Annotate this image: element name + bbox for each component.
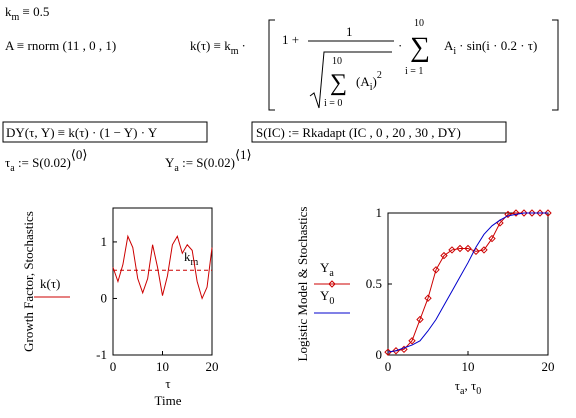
t: i = 1 [405,66,423,77]
label-part: 0 [476,386,481,397]
t: i = 0 [324,98,342,109]
t: ∑ [410,32,430,63]
formula-a: A ≡ rnorm (11 , 0 , 1) [5,38,116,53]
t: a [10,163,15,174]
formula-k: k(τ) ≡ km · 1 + 1 10 ∑ i = 0 (Ai)2 · 10 ∑… [190,18,559,111]
label-part: Y [320,260,330,275]
label-part: , τ [464,378,476,393]
t: 10 [332,56,342,67]
marker [456,244,464,253]
t: (Ai)2 [356,70,382,93]
t: a [174,163,179,174]
label-part: k(τ) [40,276,60,291]
t: i [453,46,456,57]
y-tick-label: 0.5 [366,276,382,291]
marker [464,244,472,253]
t: 10 [414,18,424,29]
label-part: τ [455,378,460,393]
label-part: k [184,249,191,264]
label-part: a [329,268,334,279]
box [251,121,507,143]
marker [536,209,544,217]
formula-dy: DY(τ, Y) ≡ k(τ) · (1 − Y) · Y [6,125,158,140]
sqrt [309,51,392,109]
t: · [398,38,402,53]
t: Ai · sin(i · 0.2 · τ) [444,38,537,57]
x-tick-label: 10 [156,359,169,374]
t: m [231,46,239,57]
marker [440,251,448,260]
label-part: Y [320,288,330,303]
marker [432,266,440,274]
legend-marker [328,280,336,288]
label-part: 0 [329,296,334,307]
y-tick-label: 1 [376,205,383,220]
t: k(τ) ≡ k [190,38,231,53]
label-part: a [460,386,465,397]
marker [480,246,488,254]
x-tick-label: 0 [385,359,392,374]
t: m [12,12,20,23]
t: := S(0.02) [179,155,235,170]
series-line [387,212,548,353]
t: i [370,82,373,93]
t: k(τ) ≡ km · [190,38,246,57]
marker [520,209,528,217]
t: 1 [346,24,353,39]
annotation: km [184,249,199,268]
x-tick-label: 20 [206,359,219,374]
y-axis-label: Growth Factor, Stochastics [21,211,36,352]
formula-ya: Ya := S(0.02)⟨1⟩ [165,147,252,174]
marker [424,294,432,302]
x-tick-label: 10 [462,359,475,374]
t: · [242,38,246,53]
x-tick-label: 20 [542,359,555,374]
t: 2 [377,70,382,81]
y-axis-label: Logistic Model & Stochastics [295,207,310,362]
marker [416,315,424,324]
t: ) [373,74,377,89]
t: A [444,38,454,53]
y-tick-label: 1 [101,234,108,249]
t: := S(0.02) [15,155,71,170]
y-tick-label: 0 [376,347,383,362]
marker [528,209,536,217]
t: ≡ 0.5 [19,4,49,19]
legend-label: Y0 [320,288,334,307]
t: τ [5,155,10,170]
t: ⟨0⟩ [71,147,88,162]
legend-label: k(τ) [40,276,60,291]
formula-s: S(IC) := Rkadapt (IC , 0 , 20 , 30 , DY) [256,125,461,140]
t: Y [165,155,175,170]
marker [512,209,520,217]
t: ∑ [330,70,347,96]
formula-ta: τa := S(0.02)⟨0⟩ [5,147,87,174]
plot-frame [387,212,549,356]
t: 1 + [282,32,299,47]
bracket [268,19,559,111]
marker [504,210,512,219]
legend-label: Ya [320,260,334,279]
y-tick-label: 0 [101,290,108,305]
box [2,121,208,143]
marker [488,234,496,243]
x-axis-label: τa, τ0 [455,378,481,397]
t: (A [356,74,370,89]
marker [544,209,552,217]
marker [408,337,416,345]
marker [448,246,456,254]
y-tick-label: -1 [96,347,107,362]
t: k [5,4,12,19]
x-axis-label: τ [165,376,170,391]
formula-km: km ≡ 0.5 [5,4,49,23]
t: · sin(i · 0.2 · τ) [459,38,537,53]
x-axis-label: Time [155,393,182,408]
x-tick-label: 0 [110,359,117,374]
series-line [112,234,213,300]
t: ⟨1⟩ [235,147,252,162]
marker [384,348,392,356]
series-line [387,212,548,353]
